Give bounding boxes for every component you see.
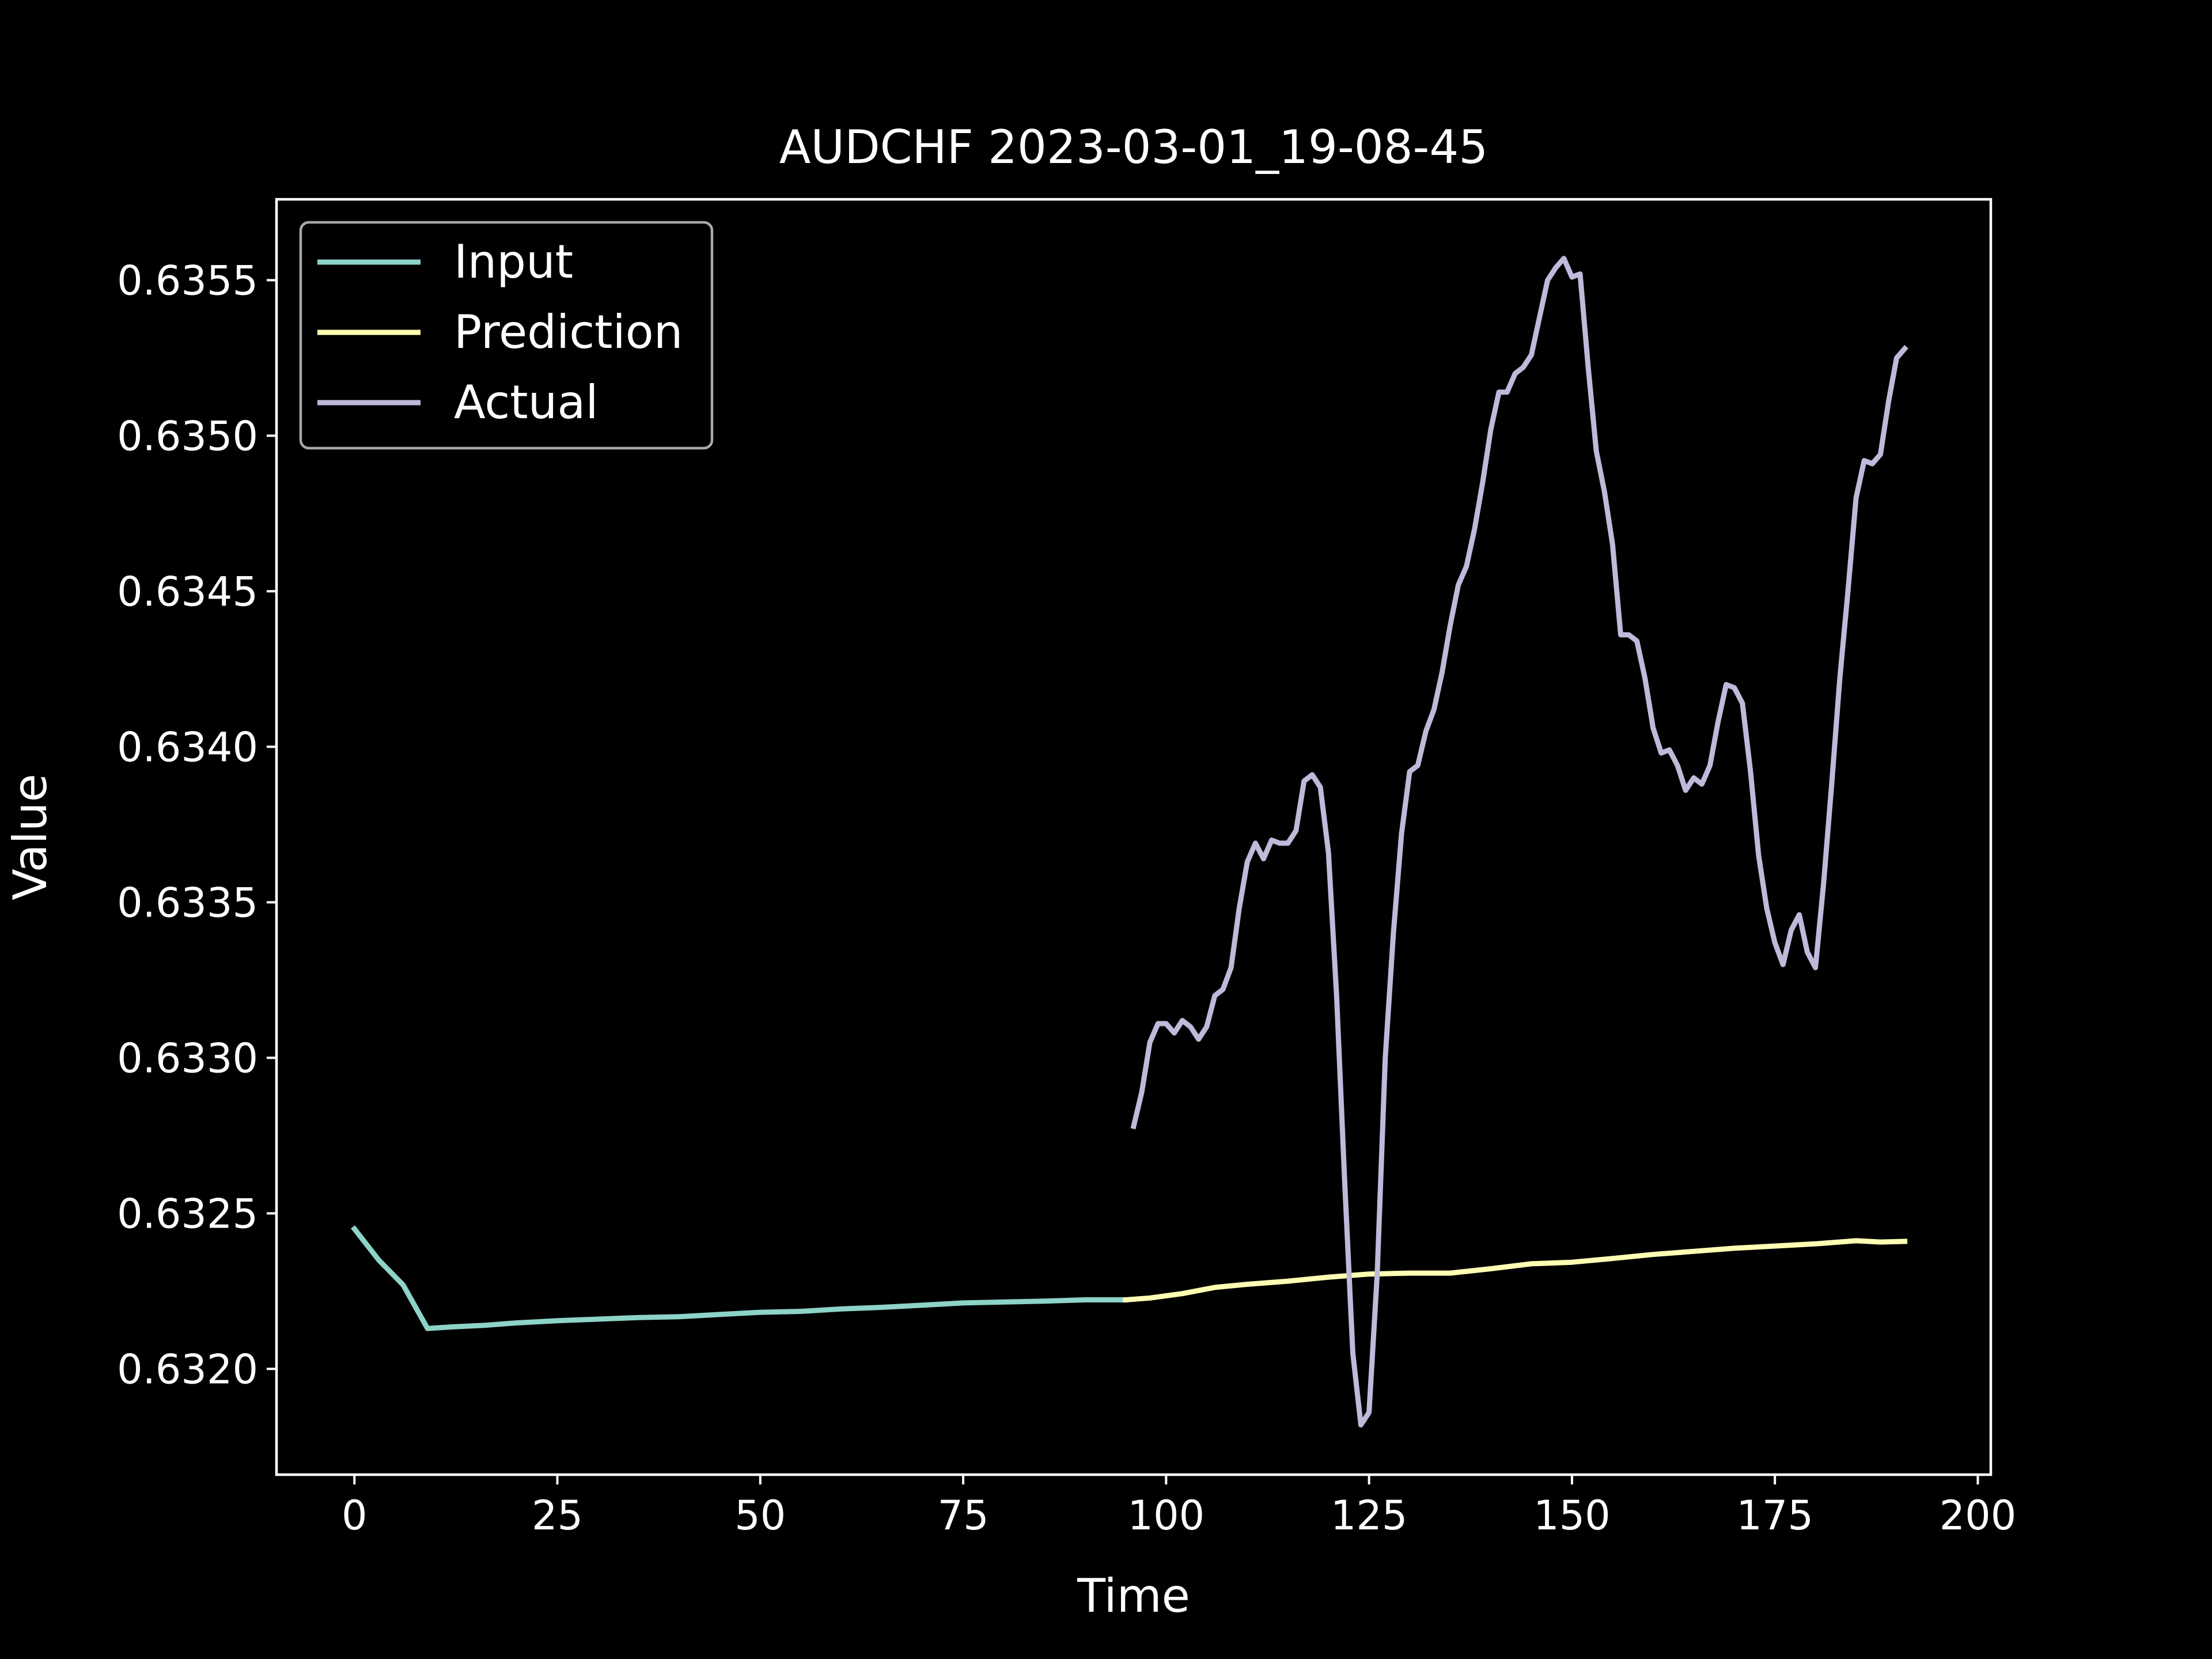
x-tick-label: 75 — [938, 1492, 989, 1539]
series-line-input — [350, 1225, 1128, 1331]
y-axis: 0.6320 0.6325 0.6330 0.6335 0.6340 0.6345 0.63… — [117, 257, 276, 1393]
y-tick-label: 0.6350 — [117, 412, 258, 460]
y-tick-label: 0.6335 — [117, 879, 258, 926]
x-axis: 0 25 50 75 100 125 150 175 200 — [342, 1475, 2016, 1539]
legend-frame — [299, 221, 714, 450]
series-line-prediction — [1123, 1238, 1908, 1303]
x-tick-label: 50 — [734, 1492, 786, 1539]
x-tick-label: 175 — [1736, 1492, 1813, 1539]
x-tick-label: 0 — [342, 1492, 368, 1539]
x-tick-label: 125 — [1331, 1492, 1408, 1539]
series-layer — [350, 256, 1908, 1428]
legend: Input Prediction Actual — [299, 221, 714, 450]
y-tick-label: 0.6345 — [117, 568, 258, 615]
y-tick-label: 0.6330 — [117, 1035, 258, 1082]
x-tick-label: 150 — [1533, 1492, 1611, 1539]
x-tick-label: 25 — [532, 1492, 583, 1539]
series-line-actual — [1130, 256, 1908, 1428]
chart-title: AUDCHF 2023-03-01_19-08-45 — [779, 120, 1488, 174]
y-tick-label: 0.6355 — [117, 257, 258, 304]
x-tick-label: 200 — [1940, 1492, 2017, 1539]
legend-label-actual: Actual — [454, 376, 599, 429]
legend-label-prediction: Prediction — [454, 305, 683, 359]
plot-frame — [275, 198, 1993, 1476]
y-axis-label: Value — [3, 774, 57, 900]
x-axis-label: Time — [1077, 1569, 1190, 1623]
legend-label-input: Input — [454, 235, 573, 289]
x-tick-label: 100 — [1128, 1492, 1205, 1539]
y-tick-label: 0.6325 — [117, 1190, 258, 1237]
y-tick-label: 0.6340 — [117, 724, 258, 771]
y-tick-label: 0.6320 — [117, 1346, 258, 1393]
